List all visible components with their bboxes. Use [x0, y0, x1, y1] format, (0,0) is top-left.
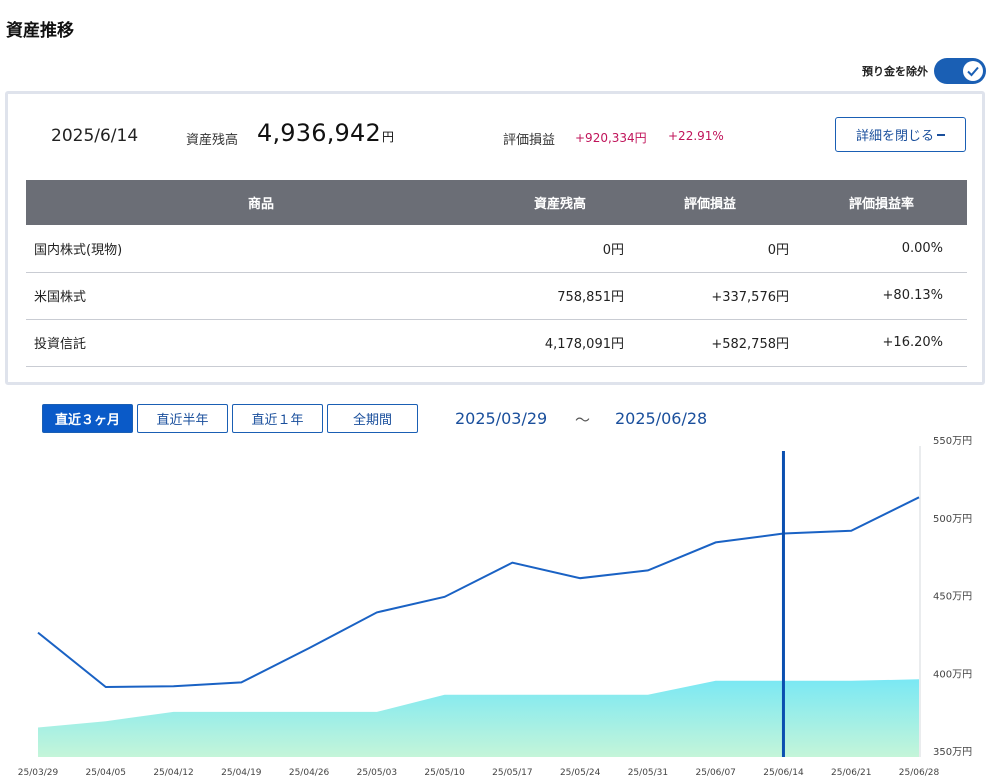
x-tick-label: 25/06/07: [695, 768, 735, 778]
range-separator: ～: [575, 411, 591, 429]
header-balance: 資産残高: [496, 180, 631, 225]
table-row: 国内株式(現物) 0円 0円 0.00%: [26, 225, 967, 273]
minus-icon: [937, 133, 945, 136]
table-row: 米国株式 758,851円 +337,576円 +80.13%: [26, 272, 967, 320]
period-1-year-button[interactable]: 直近１年: [232, 404, 323, 433]
x-tick-label: 25/04/26: [289, 768, 330, 778]
close-details-button[interactable]: 詳細を閉じる: [835, 117, 966, 152]
y-tick-label: 350万円: [933, 747, 972, 758]
row-pl-rate: +80.13%: [796, 272, 967, 320]
deposit-area-series: [38, 679, 919, 757]
exclude-deposit-toggle-group: 預り金を除外: [862, 58, 986, 84]
period-6-months-button[interactable]: 直近半年: [137, 404, 228, 433]
x-tick-label: 25/06/28: [899, 768, 940, 778]
period-3-months-button[interactable]: 直近３ヶ月: [42, 404, 133, 433]
exclude-deposit-label: 預り金を除外: [862, 65, 928, 78]
summary-pl-label: 評価損益: [503, 133, 556, 148]
summary-balance-value: 4,936,942円: [257, 119, 394, 147]
x-tick-label: 25/05/03: [357, 768, 397, 778]
summary-balance-number: 4,936,942: [257, 119, 381, 147]
asset-history-chart[interactable]: 550万円 500万円 450万円 400万円 350万円 25/03/29 25/04/0…: [0, 436, 986, 784]
row-pl: +337,576円: [631, 272, 796, 320]
row-pl: +582,758円: [631, 319, 796, 367]
y-tick-label: 450万円: [933, 592, 972, 603]
x-tick-label: 25/05/24: [560, 768, 601, 778]
summary-date: 2025/6/14: [51, 126, 139, 146]
table-row: 投資信託 4,178,091円 +582,758円 +16.20%: [26, 319, 967, 367]
x-tick-label: 25/05/17: [492, 768, 532, 778]
row-balance: 758,851円: [496, 272, 631, 320]
page-title: 資産推移: [6, 21, 74, 41]
header-product: 商品: [26, 180, 496, 225]
total-assets-line-series: [37, 496, 920, 689]
y-tick-label: 500万円: [933, 514, 972, 525]
x-tick-label: 25/05/31: [628, 768, 668, 778]
row-balance: 4,178,091円: [496, 319, 631, 367]
range-end-date: 2025/06/28: [615, 409, 708, 428]
summary-pl-value: +920,334円: [575, 131, 647, 145]
x-tick-label: 25/04/05: [86, 768, 126, 778]
exclude-deposit-toggle[interactable]: [934, 58, 986, 84]
x-tick-label: 25/06/21: [831, 768, 871, 778]
header-pl: 評価損益: [631, 180, 796, 225]
y-tick-label: 550万円: [933, 436, 972, 447]
x-tick-label: 25/06/14: [763, 768, 804, 778]
x-tick-label: 25/05/10: [424, 768, 465, 778]
header-pl-rate: 評価損益率: [796, 180, 967, 225]
row-pl-rate: 0.00%: [796, 225, 967, 273]
row-product: 投資信託: [26, 319, 496, 367]
holdings-header-row: 商品 資産残高 評価損益 評価損益率: [26, 180, 967, 225]
close-details-label: 詳細を閉じる: [855, 129, 934, 144]
y-tick-label: 400万円: [933, 669, 972, 680]
period-all-button[interactable]: 全期間: [327, 404, 418, 433]
x-tick-label: 25/03/29: [18, 768, 59, 778]
row-product: 米国株式: [26, 272, 496, 320]
summary-pl-rate: +22.91%: [668, 129, 724, 143]
check-icon: [963, 61, 983, 81]
row-pl: 0円: [631, 225, 796, 273]
row-balance: 0円: [496, 225, 631, 273]
summary-balance-unit: 円: [381, 130, 395, 144]
holdings-table: 商品 資産残高 評価損益 評価損益率 国内株式(現物) 0円 0円 0.00% …: [26, 180, 967, 367]
row-product: 国内株式(現物): [26, 225, 496, 273]
summary-balance-label: 資産残高: [186, 133, 239, 148]
x-tick-label: 25/04/19: [221, 768, 262, 778]
asset-summary-card: 2025/6/14 資産残高 4,936,942円 評価損益 +920,334円…: [5, 91, 985, 385]
x-tick-label: 25/04/12: [153, 768, 193, 778]
row-pl-rate: +16.20%: [796, 319, 967, 367]
range-start-date: 2025/03/29: [455, 409, 548, 428]
